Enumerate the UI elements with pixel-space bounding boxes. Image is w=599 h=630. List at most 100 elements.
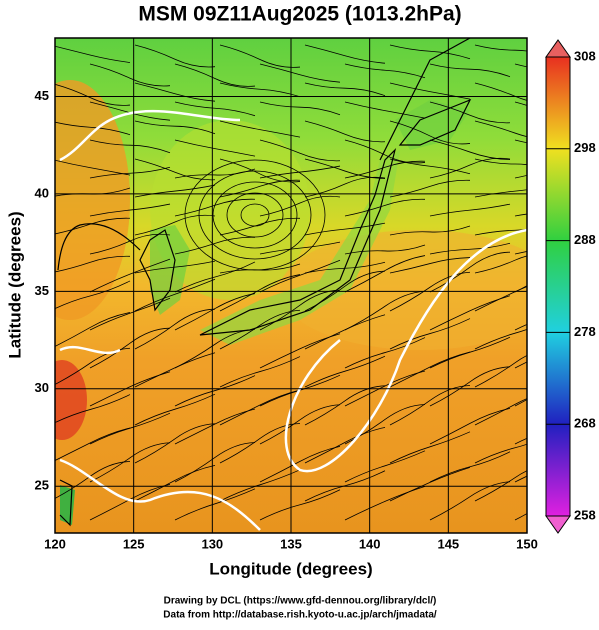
colorbar-tick-label: 268 [574,416,596,431]
streamline [474,398,527,426]
streamline [89,442,171,483]
streamline [134,120,216,135]
streamline [174,168,256,179]
streamline [344,485,426,521]
y-tick-label: 25 [35,478,49,493]
streamline [259,139,341,162]
streamline [174,139,256,157]
streamline [55,159,131,176]
streamline [134,464,216,502]
colorbar-tick-label: 278 [574,324,596,339]
streamline [184,159,326,271]
streamline [174,261,256,293]
streamline [259,241,341,255]
streamline [174,63,256,87]
streamline [429,295,511,331]
streamline [55,255,131,273]
streamline [304,426,386,464]
streamline [219,179,301,198]
streamline [429,251,511,293]
streamline [389,385,471,426]
streamline [219,217,301,236]
streamline [219,309,301,350]
streamline [55,45,131,63]
streamline [134,184,216,198]
streamline [55,394,131,424]
streamline [474,44,527,52]
streamline [429,101,511,124]
streamline [474,355,527,388]
map-field [55,38,527,533]
x-tick-label: 140 [359,536,381,551]
streamline [174,375,256,407]
streamline [174,442,256,483]
credit: Data from http://database.rish.kyoto-u.a… [163,610,437,621]
colorbar-tick-label: 258 [574,507,596,522]
streamline [134,393,216,426]
streamline [389,120,471,145]
streamline [474,158,527,166]
streamline [134,158,216,181]
streamline [389,271,471,312]
streamline [344,337,426,369]
streamline [259,445,341,483]
streamline [55,427,131,461]
streamline [134,214,216,236]
streamline [219,423,301,464]
streamline [259,165,341,179]
streamline [344,63,426,79]
streamline [389,225,471,236]
streamline [259,101,341,116]
streamline [429,242,511,255]
streamline [389,431,471,464]
streamline [89,139,171,154]
streamline [344,255,426,293]
streamline [429,451,511,483]
streamline [134,308,216,350]
streamline [219,158,301,183]
streamline [134,82,216,102]
streamline [134,278,216,312]
streamline [304,120,386,143]
x-axis-label: Longitude (degrees) [209,559,372,578]
streamline [344,450,426,483]
streamline [389,257,471,274]
x-tick-label: 145 [437,536,459,551]
streamline [259,333,341,369]
streamline [259,259,341,293]
streamline [429,366,511,407]
streamline [304,82,386,97]
streamline [474,328,527,350]
streamline [304,314,386,350]
plot-frame [54,37,528,534]
streamline [429,139,511,160]
y-axis-label: Latitude (degrees) [5,211,24,358]
streamline [55,312,131,347]
streamline [174,293,256,331]
streamline [344,160,426,179]
streamline [219,274,301,312]
streamline [344,198,426,217]
streamline [219,389,301,426]
streamline [304,355,386,388]
streamline [259,404,341,445]
streamline [219,44,301,68]
y-tick-label: 40 [35,185,49,200]
colorbar-tick-label: 298 [574,140,596,155]
streamline [259,63,341,83]
streamline [429,63,511,78]
streamline [344,139,426,164]
streamline [304,44,386,64]
colorbar-tick-label: 308 [574,48,596,63]
streamline [474,228,527,236]
x-tick-label: 135 [280,536,302,551]
streamline [474,189,527,198]
streamline [219,356,301,388]
streamline [198,170,312,260]
streamline [304,158,386,179]
streamline [134,423,216,464]
streamline [134,260,216,274]
streamline [429,157,511,179]
streamline [219,82,301,98]
